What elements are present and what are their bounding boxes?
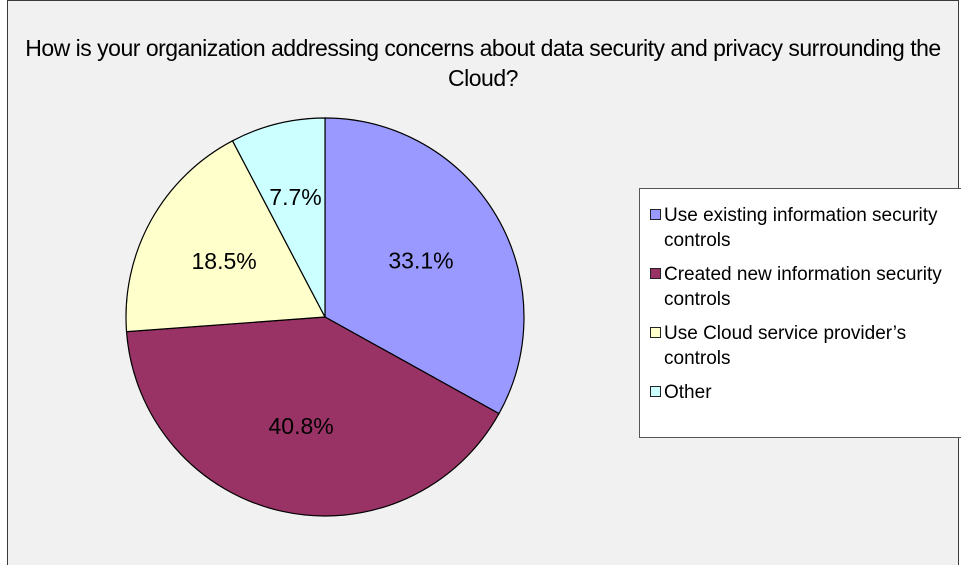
chart-title: How is your organization addressing conc… [25,35,941,91]
slice-label: 40.8% [268,413,333,439]
legend-swatch [650,268,661,279]
legend-item: Other [650,380,961,405]
legend-label: Other [664,382,712,403]
legend-item: Created new information security control… [650,262,961,312]
slice-label: 7.7% [269,184,321,210]
legend-label: Use Cloud service provider’s controls [664,323,907,369]
legend-label: Use existing information security contro… [664,205,938,251]
legend-swatch [650,209,661,220]
pie-slice [231,117,326,318]
legend-item: Use existing information security contro… [650,203,961,253]
legend-swatch [650,386,661,397]
pie-slice [125,139,326,333]
slice-label: 33.1% [388,248,453,274]
slice-label: 18.5% [191,248,256,274]
pie-slice [125,316,500,517]
pie-chart: 33.1% 40.8% 18.5% 7.7% [125,117,525,517]
pie-slice [324,117,525,415]
legend-label: Created new information security control… [664,264,942,310]
legend: Use existing information security contro… [639,188,961,438]
legend-swatch [650,327,661,338]
legend-item: Use Cloud service provider’s controls [650,321,961,371]
chart-area: How is your organization addressing conc… [7,0,961,565]
